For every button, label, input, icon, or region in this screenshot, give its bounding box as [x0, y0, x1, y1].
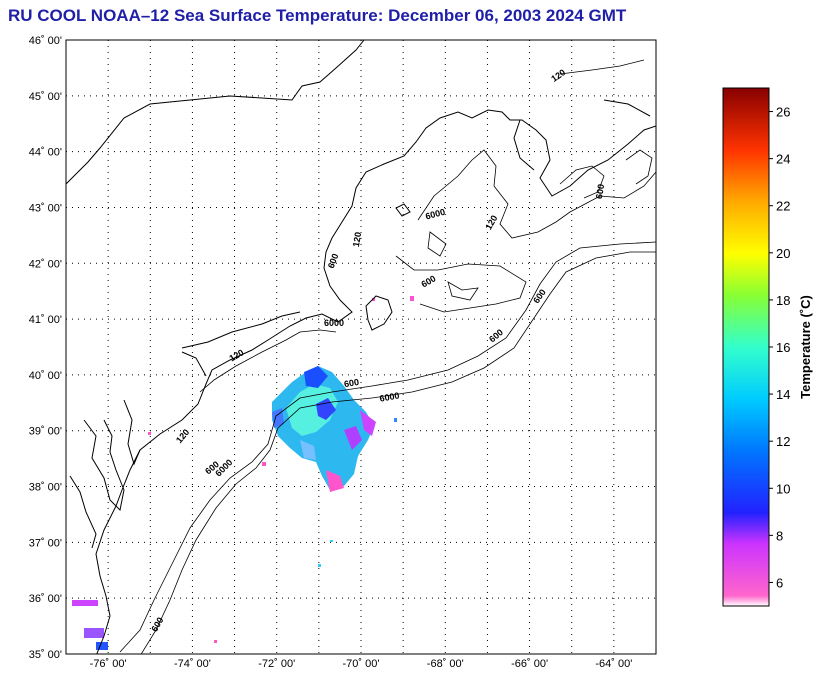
colorbar-tick-label: 16: [776, 340, 790, 355]
longitude-label: -72˚ 00': [258, 658, 295, 670]
colorbar-tick-label: 14: [776, 387, 790, 402]
colorbar-ticks: 6 8 10 12 14 16 18 20 22 24 26: [769, 105, 790, 590]
colorbar-tick-label: 10: [776, 481, 790, 496]
map-frame: [65, 39, 657, 655]
latitude-label: 37˚ 00': [29, 537, 62, 549]
latitude-label: 38˚ 00': [29, 482, 62, 494]
latitude-label: 39˚ 00': [29, 426, 62, 438]
colorbar-tick-label: 6: [776, 575, 783, 590]
colorbar-title: Temperature (˚C): [798, 295, 813, 399]
colorbar-tick-label: 20: [776, 246, 790, 261]
colorbar-tick-label: 18: [776, 293, 790, 308]
longitude-label: -76˚ 00': [90, 658, 127, 670]
sst-data-patch: [272, 366, 376, 492]
contour-depth-label: 600: [594, 183, 606, 200]
latitude-label: 44˚ 00': [29, 147, 62, 159]
colorbar: [722, 87, 770, 607]
bathymetry-contours: [119, 59, 656, 654]
longitude-label: -68˚ 00': [427, 658, 464, 670]
latitude-label: 45˚ 00': [29, 91, 62, 103]
latitude-label: 35˚ 00': [29, 649, 62, 661]
contour-depth-label: 120: [351, 231, 363, 248]
coastline: [66, 40, 656, 654]
colorbar-tick-label: 8: [776, 528, 783, 543]
longitude-label: -66˚ 00': [511, 658, 548, 670]
contour-depth-label: 6000: [324, 318, 344, 328]
contour-depth-label: 600: [343, 377, 360, 389]
map-grid: [66, 40, 656, 654]
latitude-labels: 35˚ 00' 36˚ 00' 37˚ 00' 38˚ 00' 39˚ 00' 40˚ 0…: [29, 35, 62, 661]
longitude-label: -64˚ 00': [595, 658, 632, 670]
colorbar-tick-label: 22: [776, 199, 790, 214]
contour-depth-label: 600: [326, 252, 341, 270]
colorbar-tick-label: 24: [776, 152, 790, 167]
longitude-label: -70˚ 00': [343, 658, 380, 670]
latitude-label: 40˚ 00': [29, 370, 62, 382]
latitude-label: 43˚ 00': [29, 202, 62, 214]
sst-specks: [72, 296, 414, 650]
longitude-labels: -76˚ 00' -74˚ 00' -72˚ 00' -70˚ 00' -68˚ 00'…: [90, 658, 633, 670]
contour-depth-label: 6000: [379, 390, 400, 403]
map-title: RU COOL NOAA–12 Sea Surface Temperature:…: [8, 6, 627, 25]
latitude-label: 41˚ 00': [29, 314, 62, 326]
colorbar-tick-label: 12: [776, 434, 790, 449]
latitude-label: 46˚ 00': [29, 35, 62, 47]
longitude-label: -74˚ 00': [174, 658, 211, 670]
latitude-label: 42˚ 00': [29, 258, 62, 270]
colorbar-tick-label: 26: [776, 105, 790, 120]
latitude-label: 36˚ 00': [29, 593, 62, 605]
